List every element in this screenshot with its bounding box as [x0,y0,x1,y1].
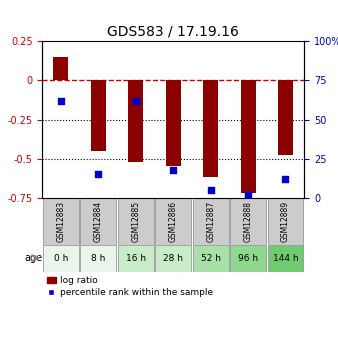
FancyBboxPatch shape [118,245,154,272]
FancyBboxPatch shape [43,198,79,245]
Bar [203,80,218,177]
Text: GSM12886: GSM12886 [169,200,178,242]
FancyBboxPatch shape [155,198,191,245]
FancyBboxPatch shape [80,198,116,245]
Text: 0 h: 0 h [54,254,68,263]
Legend: log ratio, percentile rank within the sample: log ratio, percentile rank within the sa… [47,276,213,297]
Bar [91,80,106,151]
Text: 96 h: 96 h [238,254,258,263]
Text: 52 h: 52 h [201,254,221,263]
FancyBboxPatch shape [193,198,228,245]
Point [283,176,288,182]
FancyBboxPatch shape [230,198,266,245]
Bar [241,80,256,193]
Title: GDS583 / 17.19.16: GDS583 / 17.19.16 [107,25,239,39]
Text: 144 h: 144 h [273,254,298,263]
Point [96,171,101,177]
Text: GSM12888: GSM12888 [244,200,252,242]
FancyBboxPatch shape [268,198,304,245]
Text: 28 h: 28 h [163,254,183,263]
Bar [166,80,181,166]
Point [245,192,251,197]
Bar [128,80,143,162]
FancyBboxPatch shape [193,245,228,272]
Text: GSM12889: GSM12889 [281,200,290,242]
Text: 8 h: 8 h [91,254,105,263]
Text: GSM12887: GSM12887 [206,200,215,242]
FancyBboxPatch shape [230,245,266,272]
FancyBboxPatch shape [43,245,79,272]
Text: GSM12885: GSM12885 [131,200,140,242]
Text: 16 h: 16 h [126,254,146,263]
FancyBboxPatch shape [118,198,154,245]
FancyBboxPatch shape [155,245,191,272]
FancyBboxPatch shape [268,245,304,272]
Point [170,167,176,172]
Text: age: age [24,253,42,263]
Text: GSM12883: GSM12883 [56,200,66,242]
Point [58,98,64,104]
Text: GSM12884: GSM12884 [94,200,103,242]
Point [133,98,139,104]
FancyBboxPatch shape [80,245,116,272]
Bar [278,80,293,156]
Bar [53,57,68,80]
Point [208,187,213,193]
